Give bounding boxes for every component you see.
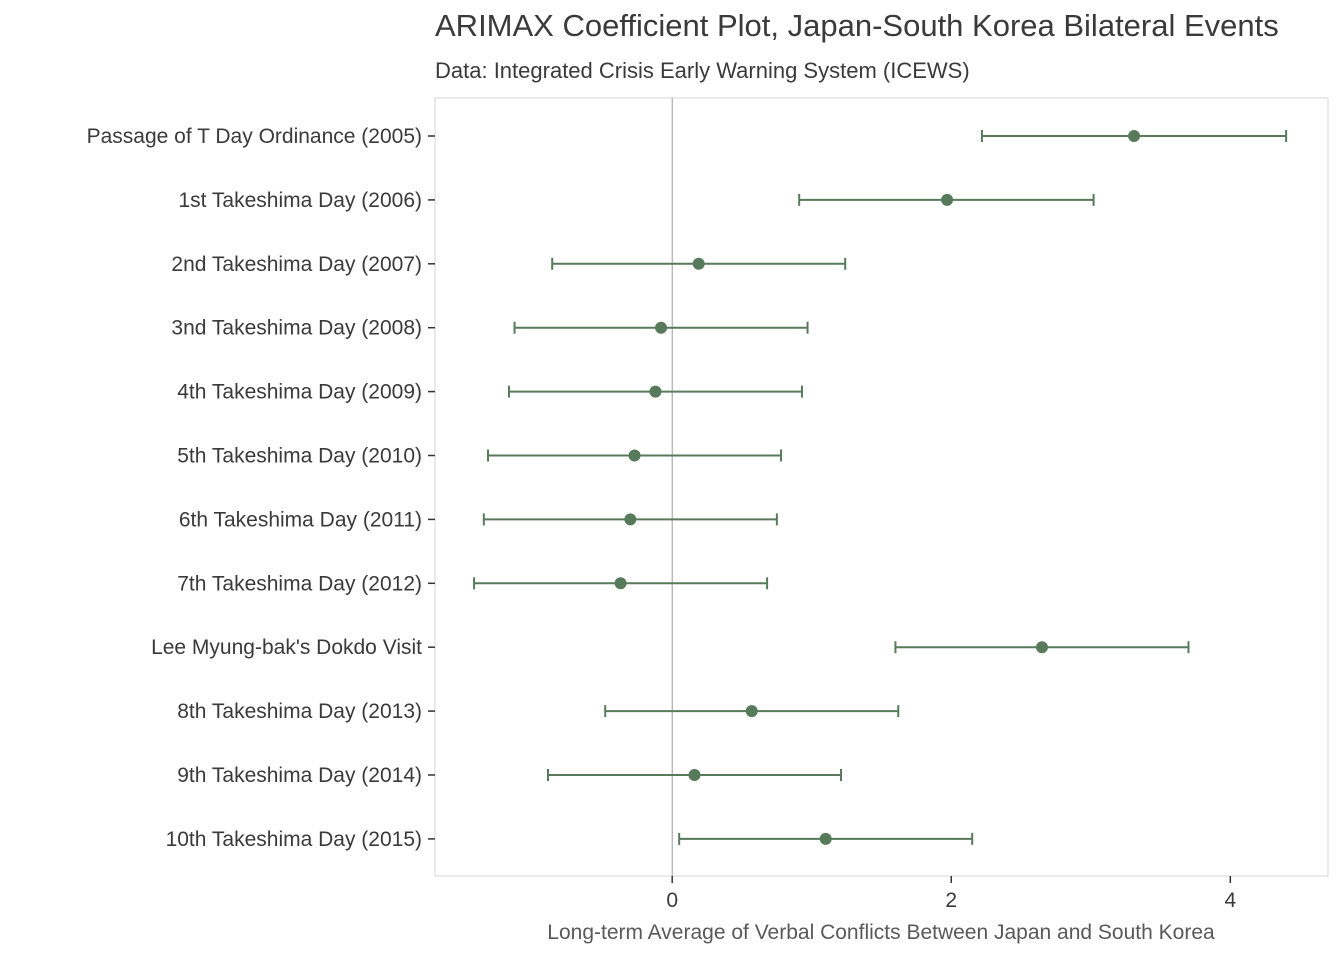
coefficient-row xyxy=(894,641,1190,654)
y-tick-label: 5th Takeshima Day (2010) xyxy=(177,445,422,468)
estimate-point xyxy=(688,769,701,781)
y-tick-label: 7th Takeshima Day (2012) xyxy=(177,572,422,595)
x-axis: 0 2 4 xyxy=(666,876,1236,912)
coefficient-row xyxy=(487,449,783,462)
coefficient-row xyxy=(547,769,843,781)
estimate-point xyxy=(628,449,641,462)
estimate-point xyxy=(624,513,637,526)
y-tick-label: 2nd Takeshima Day (2007) xyxy=(171,253,422,276)
x-tick-label: 0 xyxy=(666,889,678,912)
coefficient-row xyxy=(507,385,803,398)
y-axis: Passage of T Day Ordinance (2005) 1st Tak… xyxy=(87,125,435,851)
estimate-point xyxy=(1128,130,1141,142)
x-tick-label: 2 xyxy=(945,889,957,912)
coefficient-row xyxy=(513,321,809,334)
coefficient-row xyxy=(678,832,974,845)
coefficient-row xyxy=(604,705,900,718)
estimate-point xyxy=(941,193,954,206)
coefficient-row xyxy=(980,130,1288,142)
y-tick-label: 6th Takeshima Day (2011) xyxy=(179,508,422,531)
estimate-point xyxy=(692,257,705,270)
coefficient-row xyxy=(473,577,769,590)
estimate-point xyxy=(649,385,662,398)
coefficient-row xyxy=(798,193,1095,206)
y-tick-label: 3nd Takeshima Day (2008) xyxy=(171,317,422,340)
estimate-point xyxy=(1035,641,1048,654)
estimate-point xyxy=(819,832,832,845)
x-axis-label: Long-term Average of Verbal Conflicts Be… xyxy=(547,921,1215,944)
y-tick-label: 4th Takeshima Day (2009) xyxy=(177,381,422,404)
plot-panel xyxy=(434,97,1329,877)
estimate-point xyxy=(745,705,758,718)
x-tick-label: 4 xyxy=(1224,889,1236,912)
coefficient-marks xyxy=(473,130,1288,845)
y-tick-label: 8th Takeshima Day (2013) xyxy=(177,700,422,723)
chart-title: ARIMAX Coefficient Plot, Japan-South Kor… xyxy=(435,8,1279,43)
y-tick-label: 10th Takeshima Day (2015) xyxy=(166,828,422,851)
chart-subtitle: Data: Integrated Crisis Early Warning Sy… xyxy=(435,58,970,83)
y-tick-label: Passage of T Day Ordinance (2005) xyxy=(87,125,422,148)
y-tick-label: 1st Takeshima Day (2006) xyxy=(178,189,422,212)
coefficient-row xyxy=(482,513,778,526)
coefficient-row xyxy=(551,257,847,270)
y-tick-label: 9th Takeshima Day (2014) xyxy=(177,764,422,787)
estimate-point xyxy=(655,321,668,334)
estimate-point xyxy=(614,577,627,590)
y-tick-label: Lee Myung-bak's Dokdo Visit xyxy=(151,636,422,659)
